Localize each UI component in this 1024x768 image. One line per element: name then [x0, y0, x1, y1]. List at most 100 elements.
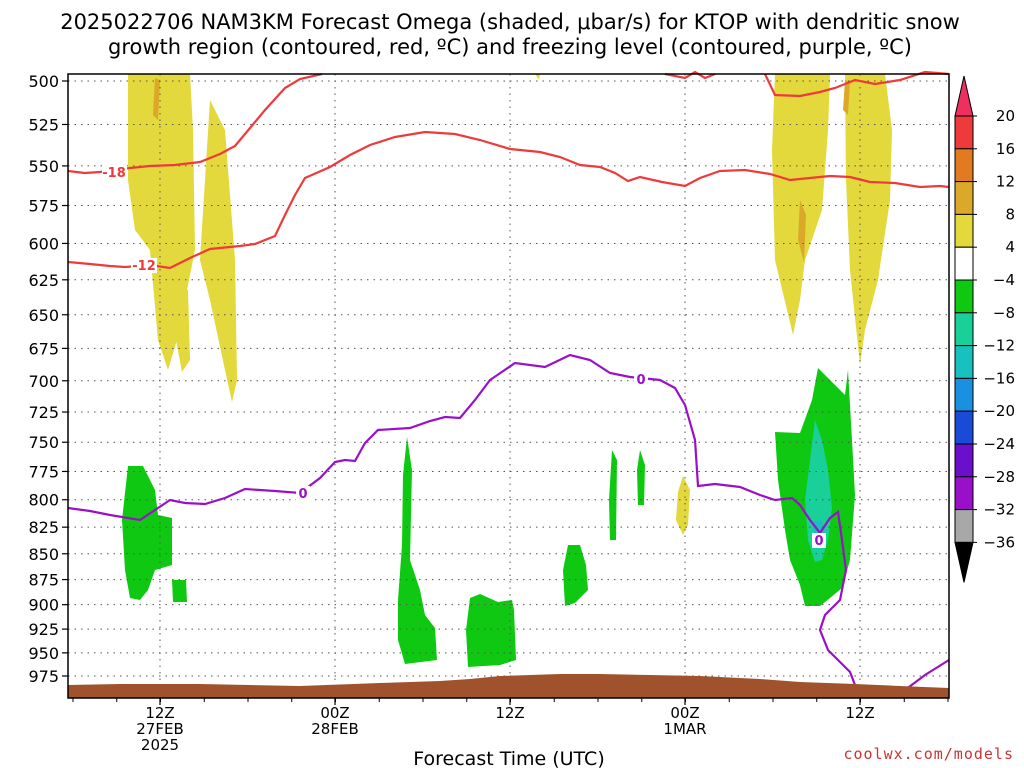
colorbar-segment [954, 181, 974, 215]
colorbar-label: −12 [983, 337, 1015, 355]
contour-label-zero: 0 [814, 534, 823, 549]
x-tick-label: 12Z [495, 704, 524, 722]
contour-zero-line [67, 353, 857, 686]
omega-shade-negative [609, 450, 617, 540]
y-tick-label: 550 [28, 157, 59, 176]
colorbar-segment [954, 509, 974, 543]
omega-shading-layer [122, 74, 892, 667]
contour-upper-right-line [764, 70, 950, 98]
omega-shade-strong-positive [798, 200, 806, 262]
colorbar-label: 20 [996, 107, 1015, 125]
contour-label-zero: 0 [298, 487, 307, 502]
contour-label-bg [634, 372, 648, 387]
x-axis-title: Forecast Time (UTC) [413, 748, 604, 768]
omega-shade-negative [398, 437, 437, 664]
omega-shade-negative [637, 450, 645, 505]
omega-shade-positive [535, 74, 540, 80]
colorbar-label: −32 [983, 501, 1015, 519]
colorbar-label: 8 [1005, 205, 1015, 223]
colorbar-top-arrow [954, 75, 974, 117]
colorbar-segment [954, 345, 974, 379]
y-tick-label: 750 [28, 433, 59, 452]
colorbar-label: 16 [996, 140, 1015, 158]
contour-label-bg [812, 533, 826, 548]
y-tick-label: 950 [28, 644, 59, 663]
omega-shade-positive [676, 476, 690, 535]
colorbar-label: −24 [983, 435, 1015, 453]
x-tick-label: 00Z [320, 704, 349, 722]
contour-zero-right-line [904, 659, 950, 691]
contour-label-minus12: -12 [132, 259, 156, 274]
omega-shade-negative [466, 594, 516, 667]
colorbar-label: 12 [996, 173, 1015, 191]
omega-shade-positive [200, 100, 237, 402]
colorbar-segment [954, 312, 974, 347]
colorbar-segment [954, 377, 974, 412]
colorbar-segment [954, 246, 974, 281]
y-tick-label: 775 [28, 462, 59, 481]
y-tick-label: 650 [28, 306, 59, 325]
x-tick-label: 2025 [141, 736, 179, 754]
y-tick-label: 800 [28, 491, 59, 510]
y-tick-label: 975 [28, 667, 59, 686]
x-tick-label: 12Z [145, 704, 174, 722]
colorbar-bottom-arrow [954, 541, 974, 583]
plot-grid [68, 74, 949, 698]
y-tick-label: 675 [28, 339, 59, 358]
colorbar-label: −36 [983, 533, 1015, 551]
contour-label-bg [102, 165, 127, 180]
omega-shade-strong-positive [843, 80, 850, 115]
y-axis-ticks: 500 525 550 575 600 625 650 675 700 725 750 775 800 8… [28, 72, 68, 686]
contour-label-bg [131, 258, 157, 273]
credit-text: coolwx.com/models [843, 745, 1014, 763]
y-tick-label: 825 [28, 518, 59, 537]
omega-shade-negative [172, 580, 187, 602]
y-tick-label: 900 [28, 596, 59, 615]
y-tick-label: 875 [28, 571, 59, 590]
colorbar-segment [954, 443, 974, 478]
y-tick-label: 725 [28, 403, 59, 422]
x-tick-label: 27FEB [136, 720, 183, 738]
colorbar-label: 4 [1005, 238, 1015, 256]
colorbar-segment [954, 213, 974, 248]
contour-label-zero: 0 [636, 373, 645, 388]
x-tick-label: 28FEB [311, 720, 358, 738]
y-tick-label: 500 [28, 72, 59, 91]
x-tick-label: 12Z [845, 704, 874, 722]
omega-shade-positive [845, 74, 892, 365]
colorbar: 20 16 12 8 4 −4 −8 −12 −16 −20 −24 −28 −32 −36 [954, 75, 1015, 583]
contour-upper-line [664, 70, 716, 80]
y-tick-label: 850 [28, 545, 59, 564]
colorbar-label: −4 [993, 271, 1015, 289]
plot-frame [67, 73, 950, 699]
colorbar-segment [954, 148, 974, 183]
colorbar-segment [954, 410, 974, 445]
colorbar-label: −28 [983, 468, 1015, 486]
omega-shade-negative [563, 545, 588, 606]
y-tick-label: 600 [28, 234, 59, 253]
colorbar-label: −16 [983, 369, 1015, 387]
contour-labels: -18 -12 0 0 0 [102, 165, 826, 549]
contour-label-bg [296, 486, 310, 501]
y-tick-label: 525 [28, 115, 59, 134]
y-tick-label: 625 [28, 271, 59, 290]
colorbar-segment [954, 279, 974, 314]
colorbar-segment [954, 115, 974, 150]
x-tick-label: 1MAR [663, 720, 706, 738]
x-tick-label: 00Z [670, 704, 699, 722]
colorbar-label: −8 [993, 304, 1015, 322]
contour-minus12-line [67, 130, 950, 270]
omega-shade-strong-positive [153, 78, 160, 120]
colorbar-label: −20 [983, 402, 1015, 420]
omega-shade-positive [175, 290, 190, 372]
y-tick-label: 700 [28, 372, 59, 391]
terrain-ground [68, 674, 949, 698]
colorbar-segment [954, 476, 974, 511]
chart-title-line1: 2025022706 NAM3KM Forecast Omega (shaded… [60, 10, 960, 34]
contour-label-minus18: -18 [102, 166, 126, 181]
y-tick-label: 575 [28, 197, 59, 216]
chart-title-line2: growth region (contoured, red, ºC) and f… [108, 35, 912, 59]
y-tick-label: 925 [28, 620, 59, 639]
